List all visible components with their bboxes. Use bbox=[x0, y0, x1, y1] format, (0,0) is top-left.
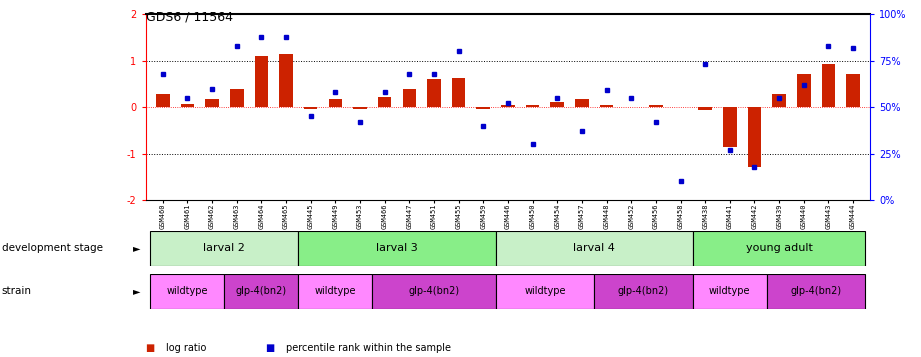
Bar bbox=[181, 104, 194, 107]
Bar bbox=[329, 99, 342, 107]
Bar bbox=[476, 107, 490, 109]
Bar bbox=[594, 274, 693, 309]
Bar bbox=[372, 274, 495, 309]
Text: ►: ► bbox=[133, 286, 140, 296]
Bar bbox=[846, 74, 860, 107]
Bar bbox=[298, 231, 495, 266]
Text: larval 4: larval 4 bbox=[573, 243, 615, 253]
Text: ■: ■ bbox=[265, 343, 274, 353]
Text: larval 2: larval 2 bbox=[204, 243, 245, 253]
Bar bbox=[150, 231, 298, 266]
Bar bbox=[773, 94, 786, 107]
Bar bbox=[495, 274, 594, 309]
Bar bbox=[378, 97, 391, 107]
Text: glp-4(bn2): glp-4(bn2) bbox=[408, 286, 460, 296]
Bar bbox=[693, 274, 767, 309]
Bar bbox=[205, 99, 219, 107]
Text: young adult: young adult bbox=[746, 243, 812, 253]
Bar bbox=[402, 90, 416, 107]
Bar bbox=[495, 231, 693, 266]
Bar bbox=[150, 274, 225, 309]
Text: wildtype: wildtype bbox=[315, 286, 356, 296]
Text: glp-4(bn2): glp-4(bn2) bbox=[790, 286, 842, 296]
Text: glp-4(bn2): glp-4(bn2) bbox=[236, 286, 287, 296]
Text: wildtype: wildtype bbox=[709, 286, 751, 296]
Text: wildtype: wildtype bbox=[524, 286, 565, 296]
Bar bbox=[230, 90, 243, 107]
Bar bbox=[767, 274, 866, 309]
Bar bbox=[452, 78, 465, 107]
Bar bbox=[298, 274, 372, 309]
Text: GDS6 / 11564: GDS6 / 11564 bbox=[146, 11, 232, 24]
Bar bbox=[354, 107, 367, 109]
Text: ■: ■ bbox=[146, 343, 155, 353]
Text: percentile rank within the sample: percentile rank within the sample bbox=[286, 343, 450, 353]
Bar bbox=[427, 79, 441, 107]
Bar bbox=[279, 54, 293, 107]
Text: log ratio: log ratio bbox=[166, 343, 206, 353]
Bar bbox=[575, 99, 589, 107]
Bar bbox=[822, 64, 835, 107]
Text: larval 3: larval 3 bbox=[376, 243, 418, 253]
Bar bbox=[254, 56, 268, 107]
Text: strain: strain bbox=[2, 286, 32, 296]
Bar bbox=[797, 74, 810, 107]
Text: glp-4(bn2): glp-4(bn2) bbox=[618, 286, 669, 296]
Bar bbox=[693, 231, 866, 266]
Bar bbox=[225, 274, 298, 309]
Bar bbox=[304, 107, 318, 109]
Bar bbox=[698, 107, 712, 110]
Bar bbox=[748, 107, 762, 167]
Text: development stage: development stage bbox=[2, 243, 103, 253]
Text: wildtype: wildtype bbox=[167, 286, 208, 296]
Bar bbox=[501, 105, 515, 107]
Bar bbox=[723, 107, 737, 147]
Bar bbox=[600, 105, 613, 107]
Bar bbox=[649, 105, 662, 107]
Bar bbox=[526, 105, 540, 107]
Text: ►: ► bbox=[133, 243, 140, 253]
Bar bbox=[551, 101, 564, 107]
Bar bbox=[156, 94, 169, 107]
